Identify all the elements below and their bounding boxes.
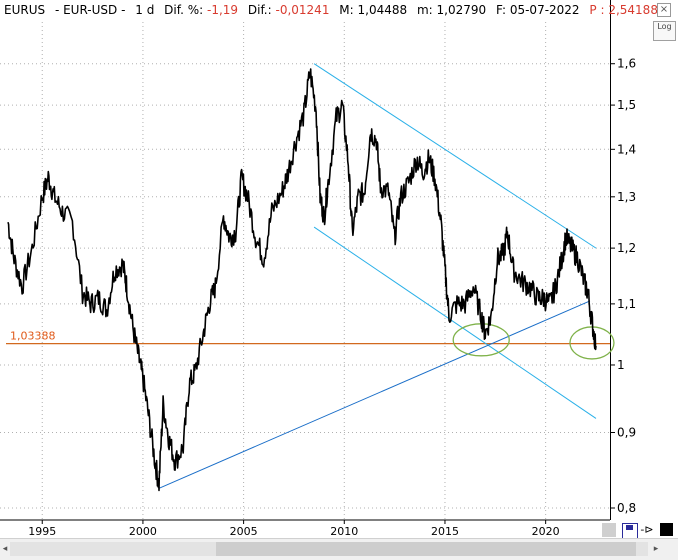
plot-frame (610, 0, 611, 520)
dif-pct-label: Dif. %: (164, 3, 204, 17)
color-square-icon[interactable] (660, 523, 673, 536)
dif-label: Dif.: (247, 3, 272, 17)
price-chart[interactable]: 0,8 0,9 1 1,1 1,2 1,3 1,4 1,5 1,6 1995 2000 2005 201… (0, 0, 678, 540)
y-tick-label: 1,3 (617, 190, 636, 204)
date-value: 05-07-2022 (509, 3, 580, 17)
dif-pct: Dif. %: -1,19 (164, 3, 238, 17)
max-label: M: (339, 3, 354, 17)
price-series-line (7, 68, 597, 492)
y-tick-label: 1,5 (617, 98, 636, 112)
dif-value: -0,01241 (275, 3, 330, 17)
y-tick-label: 1,2 (617, 241, 636, 255)
chart-header: EURUS - EUR-USD - 1 d Dif. %: -1,19 Dif.… (0, 0, 658, 20)
y-tick-label: 1,6 (617, 57, 636, 71)
max-value: 1,04488 (357, 3, 408, 17)
x-tick-label: 2010 (330, 525, 358, 538)
symbol-name: - EUR-USD - (54, 3, 126, 17)
level-label: 1,03388 (10, 330, 56, 343)
support-trendline (158, 300, 591, 489)
dif: Dif.: -0,01241 (248, 3, 330, 17)
date-label: F: (495, 3, 506, 17)
y-tick-label: 1,4 (617, 142, 636, 156)
save-icon[interactable] (622, 523, 638, 539)
lower-channel-trendline (313, 226, 597, 419)
price-value: 2,54188 (608, 3, 658, 17)
upper-channel-trendline (313, 63, 597, 249)
price-label: P : (589, 3, 605, 17)
scrollbar-thumb[interactable] (216, 542, 636, 556)
min-value: 1,02790 (436, 3, 487, 17)
price: P : 2,54188 (589, 3, 658, 17)
min-label: m: (416, 3, 433, 17)
tool-blank-icon[interactable] (602, 523, 616, 537)
date: F: 05-07-2022 (496, 3, 580, 17)
x-tick-label: 1995 (28, 525, 56, 538)
x-tick-label: 2000 (129, 525, 157, 538)
max: M: 1,04488 (339, 3, 407, 17)
pin-icon[interactable]: -⊳ (640, 523, 654, 536)
axis-layer: 0,8 0,9 1 1,1 1,2 1,3 1,4 1,5 1,6 1995 2000 2005 201… (0, 57, 636, 538)
symbol-code: EURUS (4, 3, 46, 17)
series-layer (7, 68, 597, 492)
y-tick-label: 1 (617, 358, 625, 372)
min: m: 1,02790 (417, 3, 486, 17)
scroll-right-icon[interactable]: ▸ (653, 544, 659, 554)
log-scale-button[interactable]: Log (653, 21, 676, 41)
overlay-layer: 1,03388 (6, 63, 615, 489)
x-tick-label: 2015 (431, 525, 459, 538)
dif-pct-value: -1,19 (206, 3, 239, 17)
y-tick-label: 0,9 (617, 426, 636, 440)
scroll-left-icon[interactable]: ◂ (2, 544, 8, 554)
close-button[interactable]: × (657, 3, 671, 17)
x-tick-label: 2005 (230, 525, 258, 538)
period: 1 d (135, 3, 155, 17)
y-tick-label: 0,8 (617, 501, 636, 515)
y-tick-label: 1,1 (617, 297, 636, 311)
x-tick-label: 2020 (532, 525, 560, 538)
